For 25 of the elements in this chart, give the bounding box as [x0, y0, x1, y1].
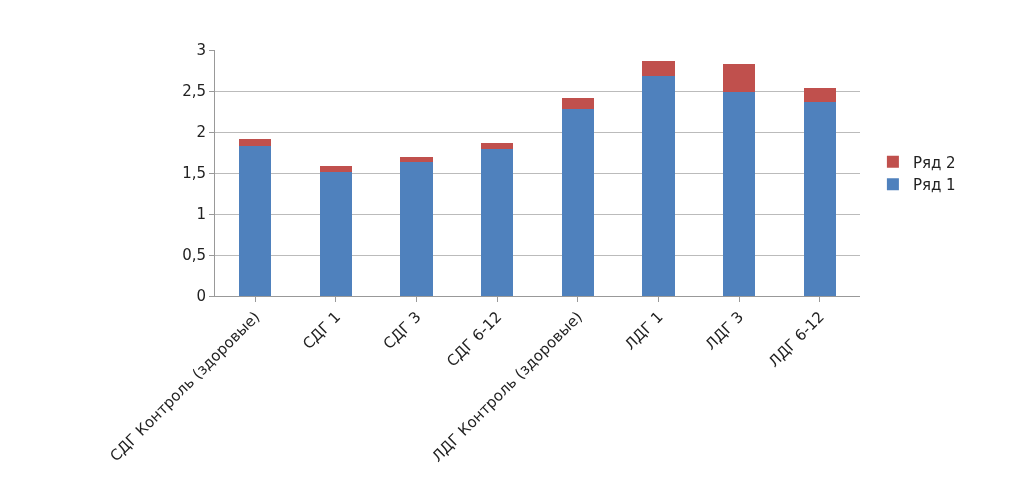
bar	[561, 97, 594, 110]
bar	[481, 149, 514, 296]
bar	[642, 60, 675, 77]
bar	[561, 109, 594, 296]
y-tick-label: 1	[196, 205, 206, 224]
y-tick-label: 0	[196, 287, 206, 306]
bar	[239, 139, 272, 146]
bar	[481, 142, 514, 150]
bar	[642, 76, 675, 296]
bar	[803, 87, 836, 102]
bar	[803, 101, 836, 296]
y-tick-label: 0,5	[182, 246, 206, 265]
y-tick-label: 2,5	[182, 82, 206, 101]
legend-label: Ряд 2	[912, 153, 956, 172]
legend-label: Ряд 1	[912, 176, 956, 195]
y-tick-label: 2	[196, 123, 206, 142]
y-tick-label: 1,5	[182, 164, 206, 183]
bar	[400, 161, 433, 296]
bar	[722, 63, 756, 92]
bar	[400, 156, 433, 162]
y-tick-label: 3	[196, 41, 206, 60]
bar	[722, 91, 756, 296]
bar	[319, 172, 353, 296]
bar	[239, 145, 272, 296]
bar	[319, 165, 353, 173]
